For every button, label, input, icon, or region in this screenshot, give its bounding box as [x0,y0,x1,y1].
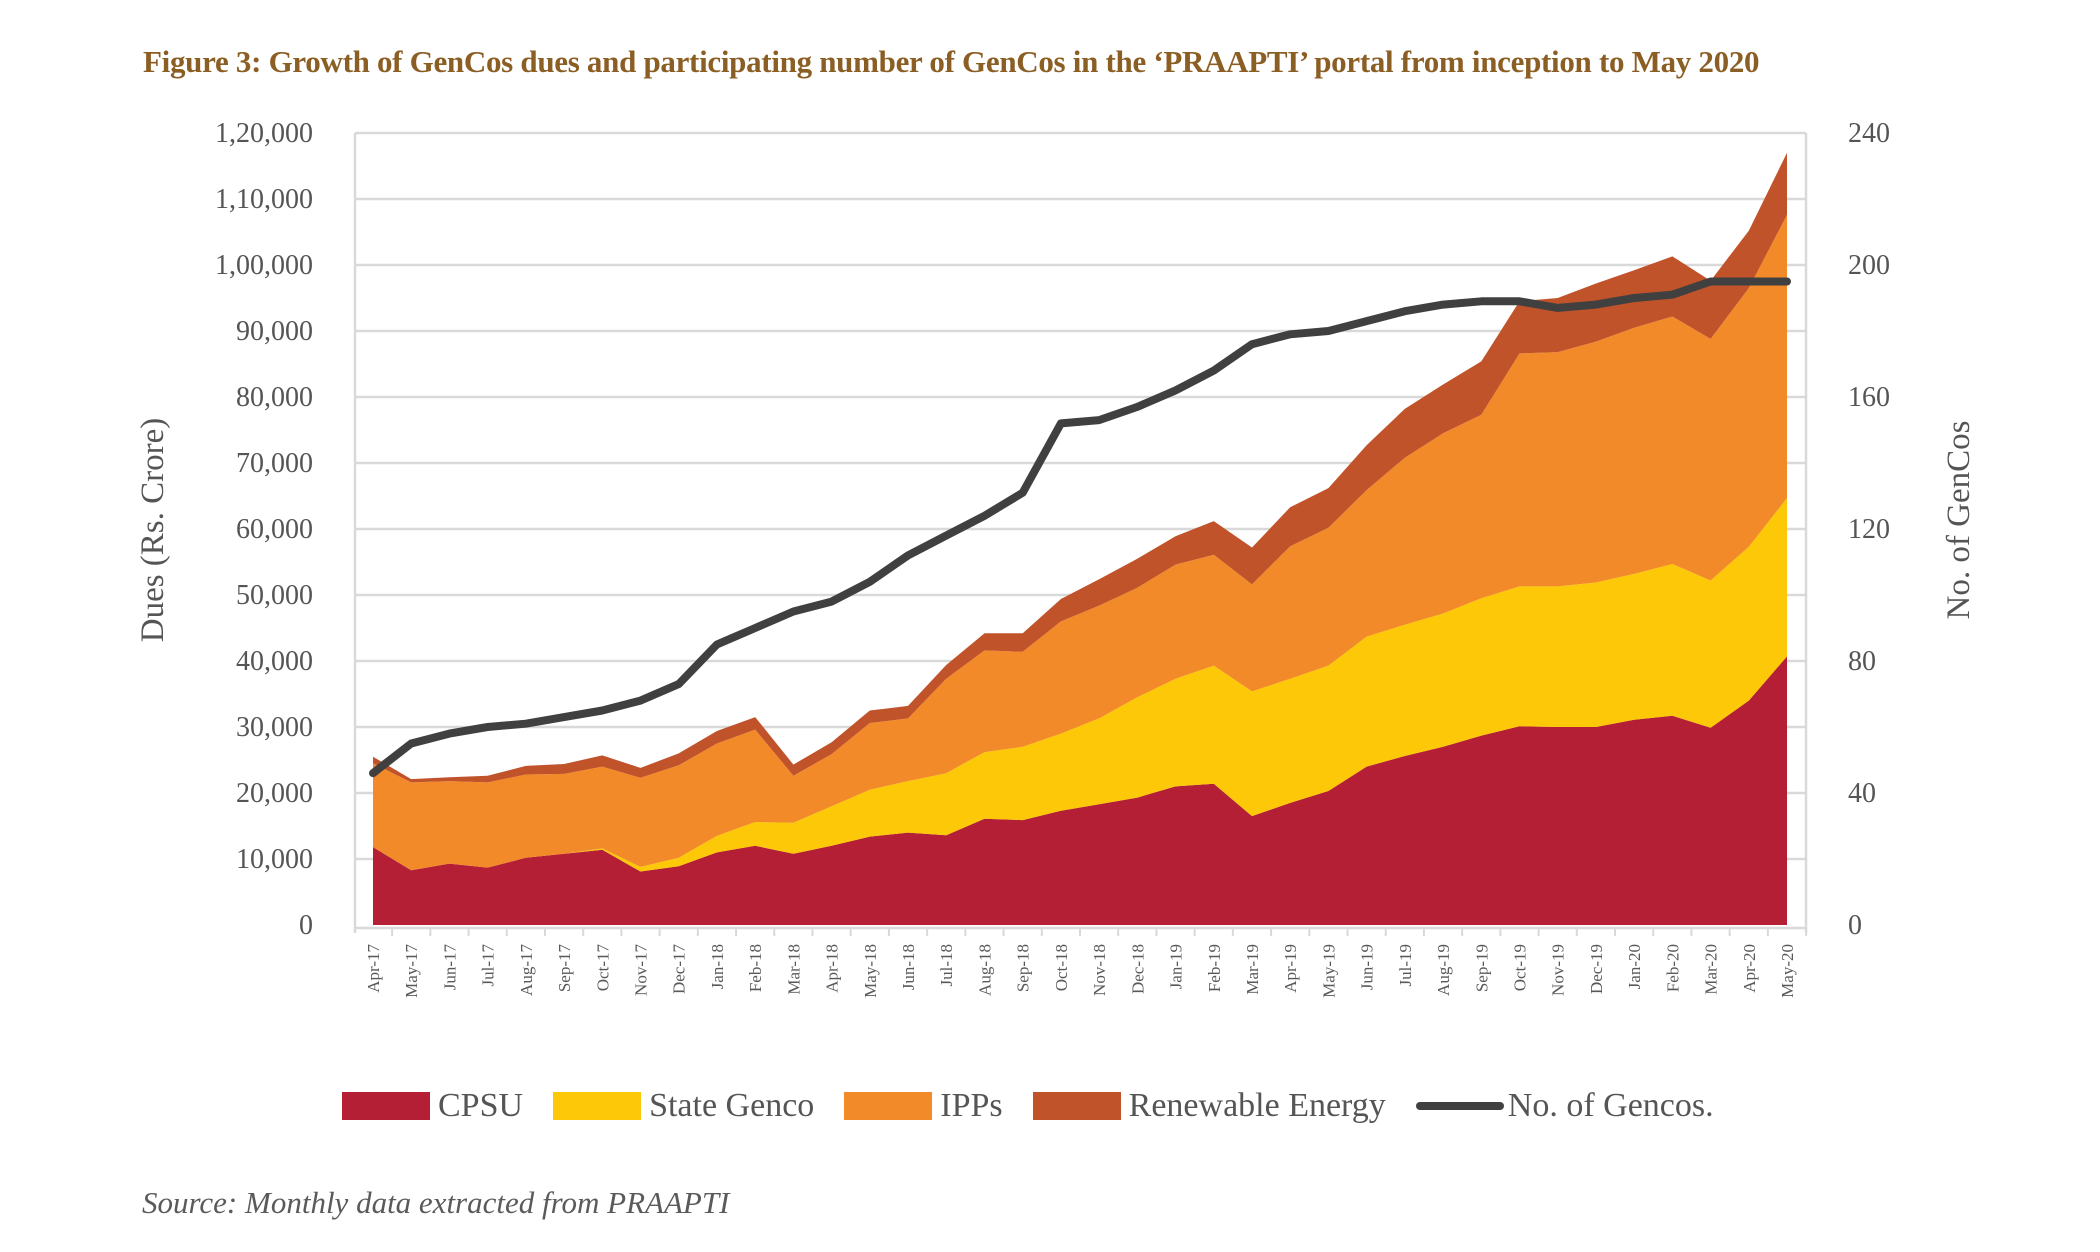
y2-tick-label: 40 [1848,778,1876,809]
area-cpsu [373,656,1787,925]
line-no-of-gencos [369,277,1791,778]
legend-item-state-genco: State Genco [553,1087,814,1125]
area-ipps [373,214,1787,871]
y-axis-title: Dues (Rs. Crore) [135,418,171,643]
y-tick-label: 1,00,000 [215,250,313,281]
x-tick-label: Jul-18 [937,944,956,987]
legend-label-state-genco: State Genco [649,1087,815,1124]
x-tick-label: May-20 [1778,944,1797,998]
y-tick-label: 0 [299,910,313,941]
axes: 0 10,000 20,000 30,000 40,000 50,000 60,000 70,… [215,118,1890,998]
x-tick-label: May-19 [1319,944,1338,998]
chart-title: Figure 3: Growth of GenCos dues and part… [143,44,1760,79]
y2-tick-label: 80 [1848,646,1876,677]
legend-item-cpsu: CPSU [342,1087,523,1125]
x-tick-label: Jul-19 [1396,944,1415,987]
legend: CPSU State Genco IPPs Renewable Energy N… [342,1087,1744,1125]
x-tick-label: Jan-19 [1167,944,1186,989]
x-tick-label: Apr-20 [1740,944,1759,993]
legend-swatch-cpsu [342,1092,430,1120]
x-tick-label: Jan-20 [1625,944,1644,989]
x-tick-label: Aug-17 [517,944,536,996]
source-note: Source: Monthly data extracted from PRAA… [142,1185,730,1220]
y-tick-label: 20,000 [236,778,313,809]
x-tick-label: Mar-20 [1702,944,1721,995]
y-tick-label: 80,000 [236,382,313,413]
x-tick-label: Nov-17 [632,944,651,996]
legend-label-cpsu: CPSU [438,1087,524,1124]
x-tick-label: Oct-18 [1052,944,1071,991]
x-tick-label: Jul-17 [479,944,498,987]
x-tick-label: Sep-17 [555,944,574,993]
x-tick-label: Dec-18 [1128,944,1147,994]
x-tick-label: Sep-19 [1472,944,1491,992]
legend-item-renewable-energy: Renewable Energy [1032,1087,1386,1125]
x-tick-label: Apr-18 [823,944,842,993]
y-tick-label: 60,000 [236,514,313,545]
x-tick-label: Mar-19 [1243,944,1262,995]
x-tick-label: Feb-20 [1663,944,1682,992]
legend-swatch-state-genco [553,1092,642,1120]
y2-axis-title: No. of GenCos [1941,421,1977,620]
legend-swatch-ipps [844,1092,933,1120]
x-tick-label: May-18 [861,944,880,998]
x-tick-label: Nov-19 [1549,944,1568,996]
y2-tick-label: 0 [1848,910,1862,941]
x-tick-label: Jan-18 [708,944,727,989]
y-tick-label: 70,000 [236,448,313,479]
y-tick-label: 50,000 [236,580,313,611]
x-tick-label: Dec-17 [670,944,689,995]
legend-line-gencos [1415,1102,1504,1110]
y2-tick-label: 120 [1848,514,1890,545]
x-tick-label: Apr-17 [364,944,383,993]
x-tick-label: Aug-18 [976,944,995,996]
y-tick-label: 90,000 [236,316,313,347]
x-tick-label: Oct-17 [593,944,612,992]
legend-label-gencos: No. of Gencos. [1507,1087,1714,1124]
y-tick-label: 30,000 [236,712,313,743]
legend-label-renewable-energy: Renewable Energy [1128,1087,1386,1124]
x-tick-label: Jun-19 [1358,944,1377,990]
x-tick-label: Apr-19 [1281,944,1300,993]
y-tick-label: 1,10,000 [215,184,313,215]
legend-label-ipps: IPPs [940,1087,1003,1124]
area-state-genco [373,498,1787,872]
y-tick-label: 10,000 [236,844,313,875]
stacked-areas [373,152,1787,925]
y2-tick-label: 200 [1848,250,1890,281]
x-tick-label: Feb-19 [1205,944,1224,992]
legend-swatch-renewable-energy [1032,1092,1121,1120]
x-tick-label: Dec-19 [1587,944,1606,994]
y2-tick-label: 240 [1848,118,1890,149]
y-tick-label: 40,000 [236,646,313,677]
y-tick-label: 1,20,000 [215,118,313,149]
gencos-line-layer [369,277,1791,778]
x-tick-label: Oct-19 [1511,944,1530,991]
x-tick-label: May-17 [402,944,421,998]
legend-item-ipps: IPPs [844,1087,1003,1125]
y2-tick-label: 160 [1848,382,1890,413]
x-tick-label: Feb-18 [746,944,765,992]
x-tick-label: Mar-18 [784,944,803,995]
x-tick-label: Jun-17 [440,944,459,991]
x-tick-label: Aug-19 [1434,944,1453,996]
x-tick-label: Jun-18 [899,944,918,990]
legend-item-gencos: No. of Gencos. [1415,1087,1714,1125]
x-tick-label: Sep-18 [1014,944,1033,992]
x-tick-label: Nov-18 [1090,944,1109,996]
